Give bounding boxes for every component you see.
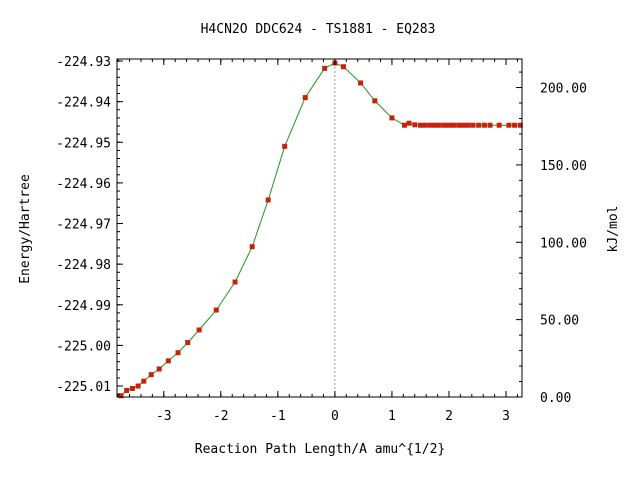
data-point	[451, 122, 457, 128]
plot-area	[118, 59, 523, 399]
data-point	[446, 122, 452, 128]
data-point	[456, 122, 462, 128]
data-point	[141, 378, 147, 384]
x-axis-label: Reaction Path Length/A amu^{1/2}	[195, 442, 445, 457]
data-point	[118, 393, 124, 399]
data-point	[512, 122, 518, 128]
data-point	[422, 122, 428, 128]
y-tick-label: -224.97	[56, 218, 111, 233]
data-point	[358, 80, 364, 86]
y-tick-label: -224.95	[56, 136, 111, 151]
data-point	[389, 115, 395, 121]
data-point	[129, 385, 135, 391]
chart-title: H4CN2O DDC624 - TS1881 - EQ283	[201, 22, 436, 37]
data-point	[265, 197, 271, 203]
data-point	[124, 388, 130, 393]
data-point	[302, 95, 308, 101]
data-point	[496, 122, 502, 128]
y-tick-label: -224.93	[56, 55, 111, 70]
energy-curve	[120, 62, 521, 397]
data-point	[506, 122, 512, 128]
data-point	[436, 122, 442, 128]
data-point	[156, 366, 162, 372]
data-point	[282, 143, 288, 149]
x-tick-label: 1	[388, 409, 396, 424]
data-point	[465, 122, 471, 128]
y-tick-label: -224.98	[56, 258, 111, 273]
data-point	[470, 122, 476, 128]
data-point	[441, 122, 447, 128]
y2-axis-label: kJ/mol	[606, 206, 621, 253]
data-point	[432, 122, 438, 128]
data-point	[165, 358, 171, 364]
data-point	[460, 122, 466, 128]
x-tick-label: -1	[270, 409, 286, 424]
data-point	[481, 122, 487, 128]
data-point	[135, 383, 141, 389]
y2-tick-label: 100.00	[540, 236, 587, 251]
data-point	[148, 372, 154, 378]
x-tick-label: -2	[213, 409, 229, 424]
data-point	[232, 279, 238, 285]
data-point	[412, 122, 418, 128]
data-point	[175, 350, 181, 356]
x-tick-label: 3	[502, 409, 510, 424]
y2-tick-label: 150.00	[540, 159, 587, 174]
data-point	[249, 244, 255, 250]
data-point	[372, 98, 378, 104]
data-point	[340, 64, 346, 70]
data-point	[476, 122, 482, 128]
y-tick-label: -224.99	[56, 299, 111, 314]
data-point	[401, 122, 407, 128]
y-tick-label: -225.00	[56, 339, 111, 354]
x-tick-label: 0	[331, 409, 339, 424]
y-tick-label: -225.01	[56, 380, 111, 395]
y-axis-label: Energy/Hartree	[18, 174, 33, 284]
data-point	[517, 122, 523, 128]
x-tick-label: -3	[156, 409, 172, 424]
data-point	[185, 340, 191, 346]
y2-tick-label: 50.00	[540, 314, 579, 329]
data-point	[196, 327, 202, 333]
data-point	[322, 65, 328, 71]
data-point	[427, 122, 433, 128]
y-tick-label: -224.96	[56, 177, 111, 192]
y-tick-label: -224.94	[56, 96, 111, 111]
x-tick-label: 2	[445, 409, 453, 424]
plot-frame	[116, 58, 523, 398]
y2-tick-label: 200.00	[540, 82, 587, 97]
data-point	[406, 120, 412, 126]
data-point	[417, 122, 423, 128]
data-point	[213, 307, 219, 313]
y2-tick-label: 0.00	[540, 391, 571, 406]
data-point	[487, 122, 493, 128]
axes: -3 -2 -1 0 1 2 3 -224.93 -224.94 -224.95 -224.96 -2…	[56, 55, 587, 424]
